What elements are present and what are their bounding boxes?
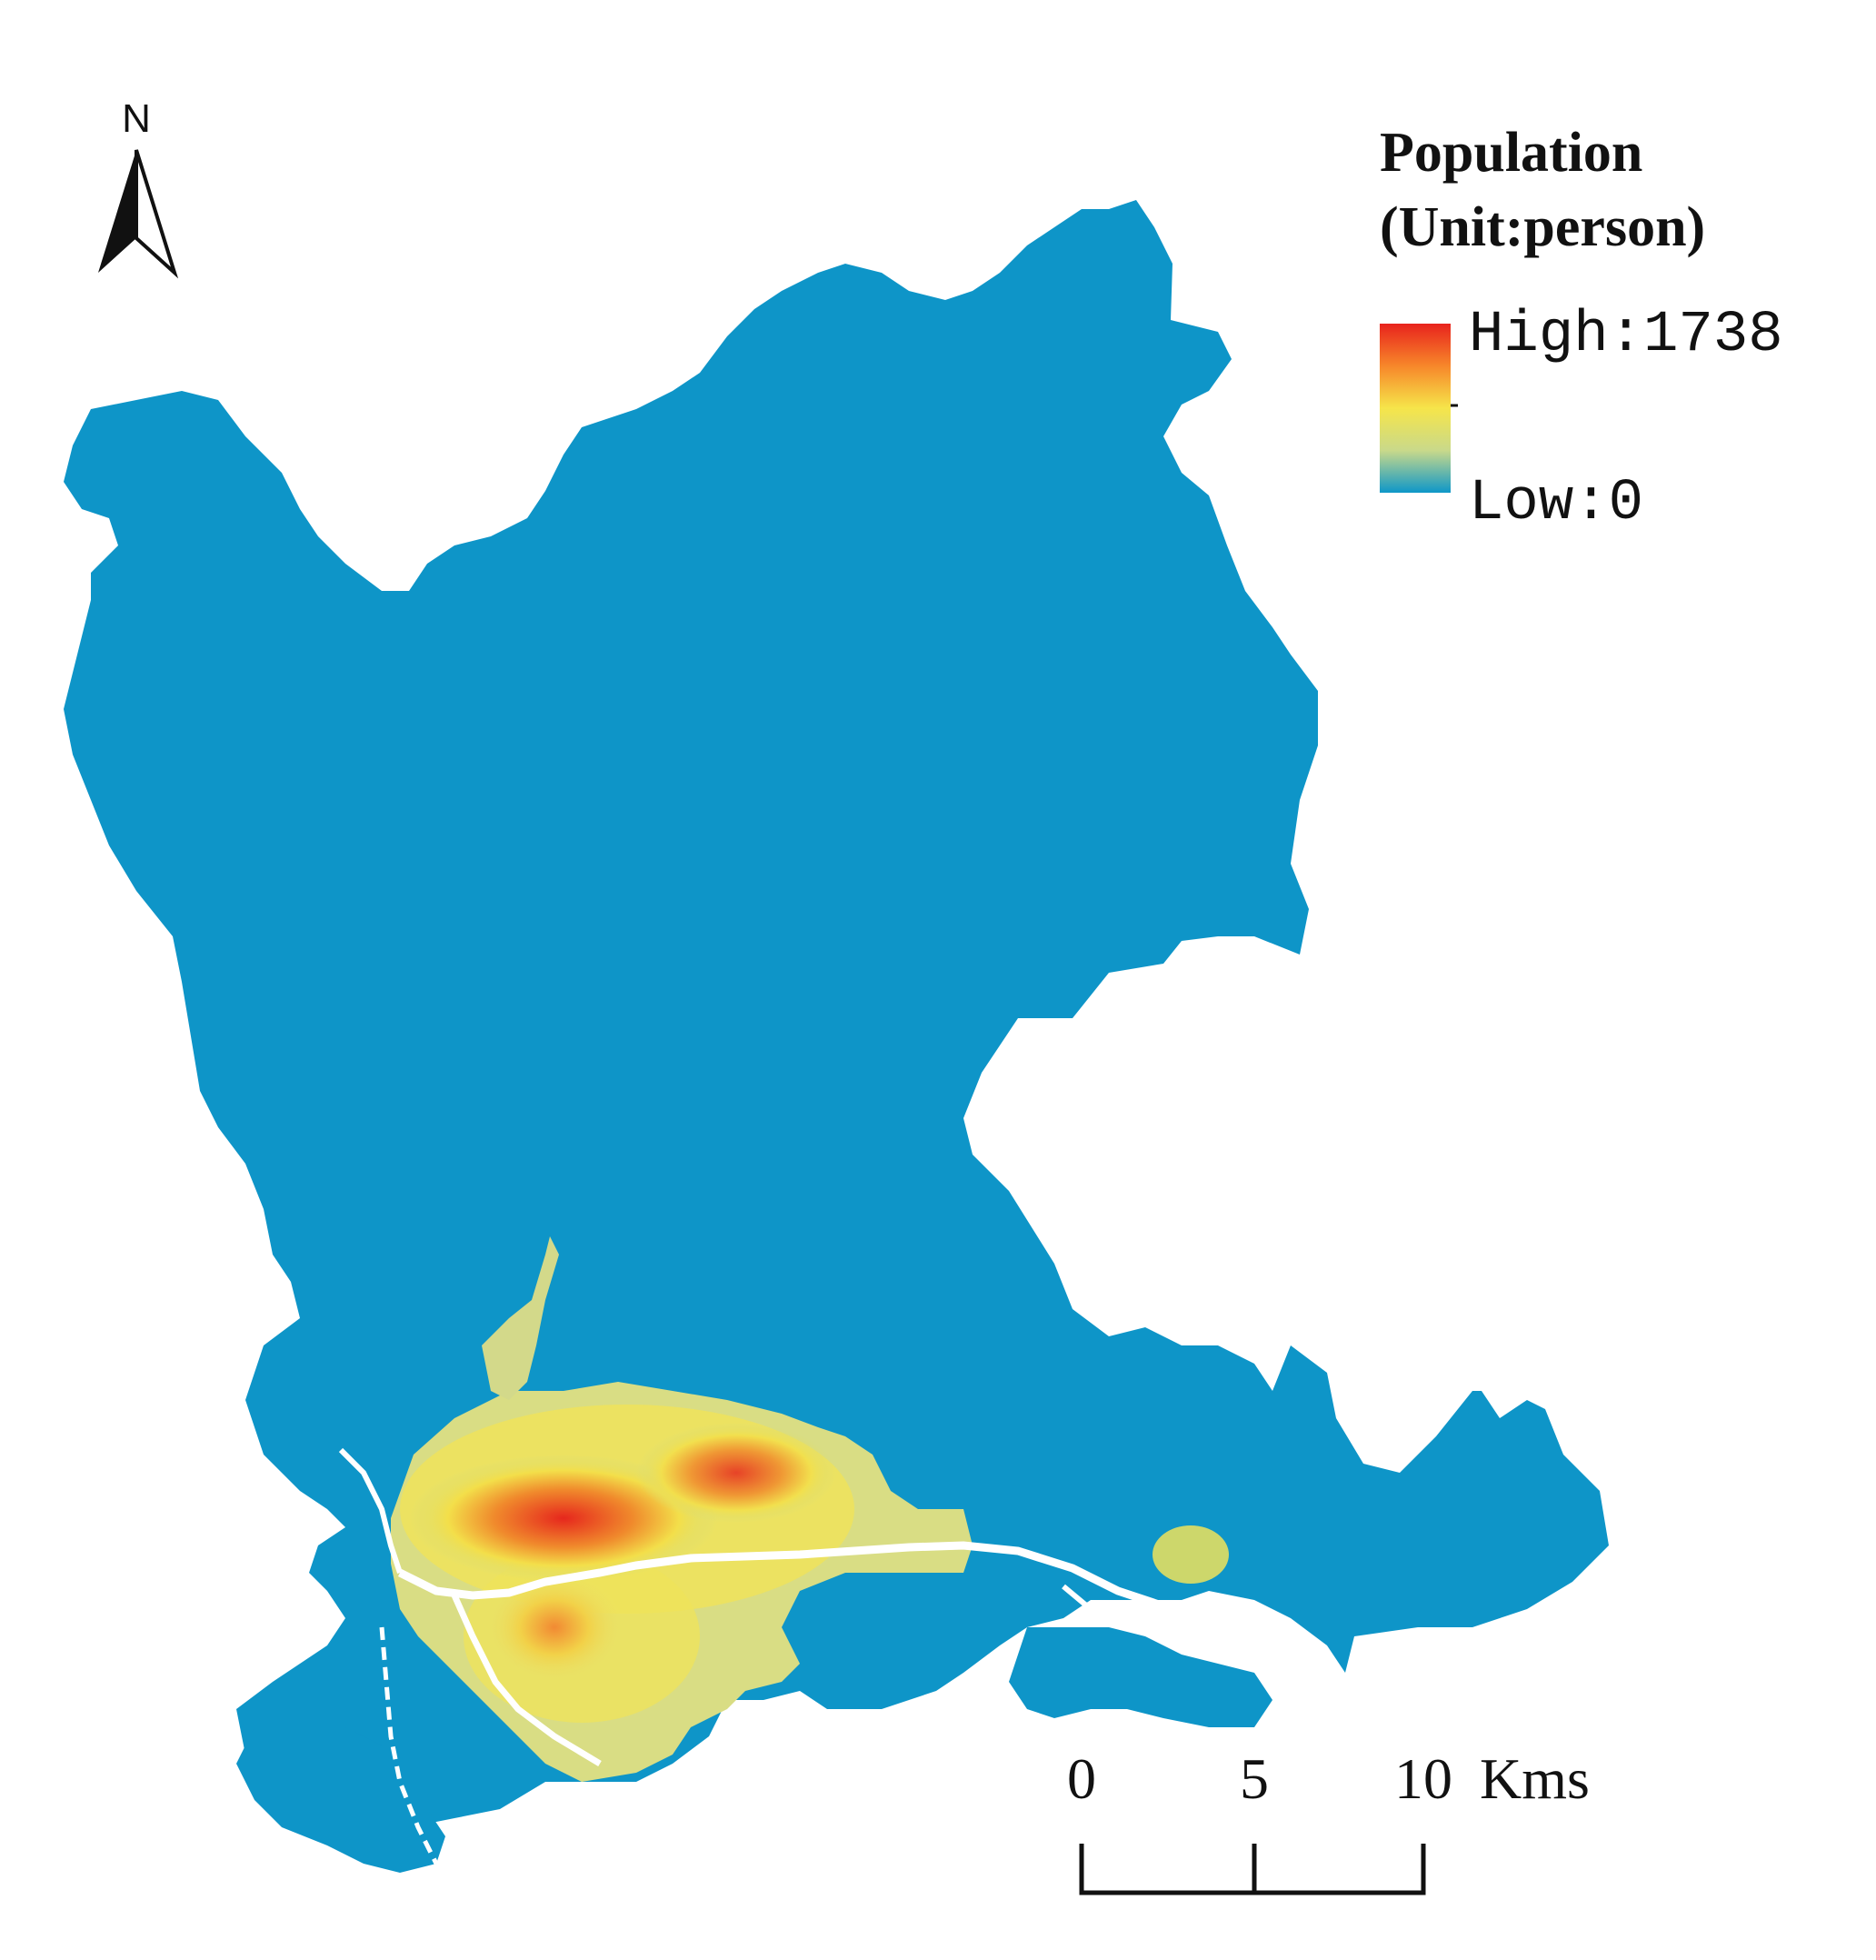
legend-title-line2: (Unit:person) xyxy=(1380,196,1705,258)
region-base xyxy=(64,200,1609,1836)
scale-unit-label: Kms xyxy=(1480,1746,1590,1811)
scale-bar-line xyxy=(1079,1844,1426,1895)
legend-low-label: Low:0 xyxy=(1469,471,1643,536)
region-east-lobe xyxy=(1009,1627,1272,1727)
urban-spur xyxy=(482,1236,559,1400)
legend-title-line1: Population xyxy=(1380,122,1642,184)
river-branch-east xyxy=(1062,1584,1219,1648)
east-town xyxy=(1153,1525,1229,1584)
scale-tick-label-5: 5 xyxy=(1240,1746,1269,1811)
tributary-west xyxy=(379,1626,439,1865)
north-arrow-icon xyxy=(98,150,136,273)
scale-tick-label-0: 0 xyxy=(1067,1746,1096,1811)
legend: Population (Unit:person) High:1738 Low:0 xyxy=(1380,122,1783,536)
urban-south-core xyxy=(486,1573,623,1682)
tributary-south xyxy=(451,1594,602,1767)
tributary-north xyxy=(338,1447,403,1574)
scale-bar: 0 5 10 Kms xyxy=(1067,1746,1590,1895)
urban-core-east xyxy=(636,1423,836,1523)
north-arrow-outline-icon xyxy=(135,149,179,279)
legend-high-label: High:1738 xyxy=(1469,303,1783,368)
scale-tick-label-10: 10 xyxy=(1394,1746,1452,1811)
north-arrow: N xyxy=(98,96,179,279)
region-southwest xyxy=(236,1718,445,1873)
legend-color-ramp xyxy=(1380,324,1451,493)
main-river xyxy=(397,1541,1321,1677)
north-label: N xyxy=(122,96,151,141)
